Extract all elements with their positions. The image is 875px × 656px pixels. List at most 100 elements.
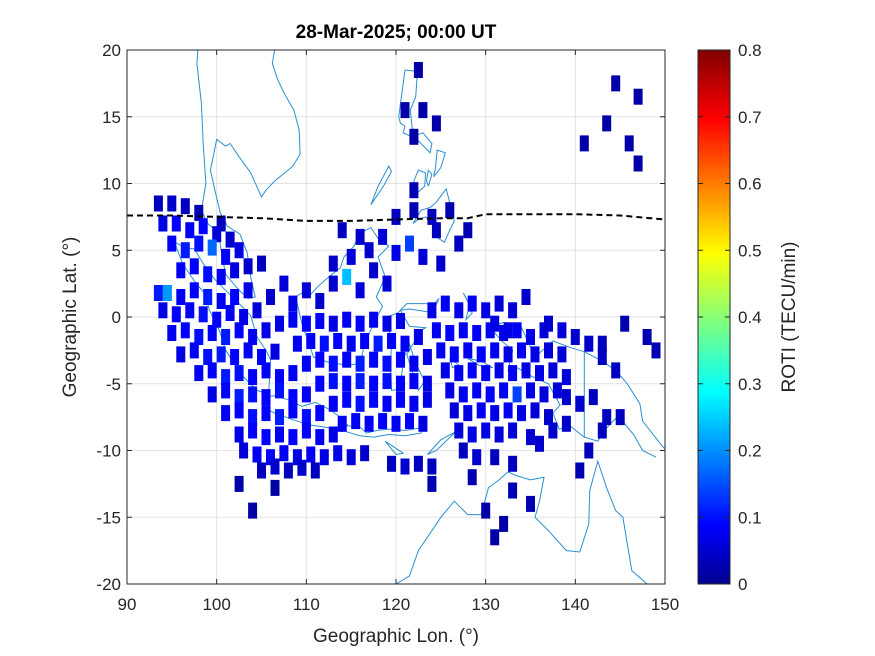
roti-cell xyxy=(499,515,509,532)
roti-cell xyxy=(360,333,370,349)
roti-cell xyxy=(176,346,186,363)
roti-cell xyxy=(508,365,518,382)
roti-cell xyxy=(230,262,240,279)
roti-cell xyxy=(221,382,231,399)
roti-cell xyxy=(490,342,500,359)
roti-cell xyxy=(275,426,284,443)
roti-cell xyxy=(279,445,289,462)
roti-cell xyxy=(337,415,347,432)
roti-cell xyxy=(301,282,311,299)
roti-cell xyxy=(275,382,284,399)
roti-cell xyxy=(391,208,401,225)
roti-cell xyxy=(454,422,464,439)
roti-cell xyxy=(387,333,396,349)
roti-cell xyxy=(225,305,235,321)
roti-cell xyxy=(409,355,419,372)
roti-cell xyxy=(512,386,522,403)
roti-cell xyxy=(315,375,325,392)
roti-cell xyxy=(427,302,437,319)
roti-cell xyxy=(212,226,222,243)
roti-cell xyxy=(261,322,271,339)
roti-cell xyxy=(544,409,553,426)
roti-cell xyxy=(396,351,405,368)
roti-cell xyxy=(548,362,558,379)
roti-cell xyxy=(382,315,392,332)
roti-cell xyxy=(526,329,535,345)
roti-cell xyxy=(535,435,544,452)
roti-cell xyxy=(597,335,607,352)
roti-cell xyxy=(288,295,298,312)
roti-cell xyxy=(328,426,338,443)
roti-cell xyxy=(333,445,343,462)
coastline xyxy=(384,440,405,456)
roti-cell xyxy=(561,415,571,432)
roti-cell xyxy=(252,446,262,463)
roti-cell xyxy=(355,355,365,372)
roti-cell xyxy=(512,322,522,339)
roti-cell xyxy=(445,325,455,341)
roti-cell xyxy=(203,289,213,305)
colorbar-tick-label: 0.5 xyxy=(738,241,762,260)
roti-cell xyxy=(369,391,379,408)
roti-cell xyxy=(261,362,271,379)
roti-cell xyxy=(391,415,401,432)
roti-cell xyxy=(467,295,477,312)
roti-cell xyxy=(203,349,213,365)
roti-cell xyxy=(449,346,459,363)
roti-cell xyxy=(405,235,414,252)
roti-cell xyxy=(544,315,553,332)
roti-cell xyxy=(481,502,491,519)
roti-cell xyxy=(378,413,388,430)
roti-cell xyxy=(315,313,325,329)
colorbar-tick-label: 0.7 xyxy=(738,108,762,127)
roti-cell xyxy=(472,325,482,341)
roti-cell xyxy=(167,325,177,341)
colorbar-tick-label: 0.6 xyxy=(738,175,762,194)
roti-cell xyxy=(422,391,432,408)
roti-cell xyxy=(266,449,275,466)
y-tick-label: -5 xyxy=(106,375,121,394)
roti-cell xyxy=(243,342,253,359)
roti-cell xyxy=(463,405,473,422)
roti-cell xyxy=(530,346,540,363)
roti-cell xyxy=(342,351,352,368)
roti-cell xyxy=(467,469,477,486)
roti-cell xyxy=(503,346,513,363)
y-tick-label: -15 xyxy=(96,508,121,527)
roti-cell xyxy=(279,275,289,292)
roti-cell xyxy=(481,302,491,319)
roti-cell xyxy=(261,405,271,422)
roti-cell xyxy=(257,462,266,479)
roti-cell xyxy=(355,373,365,390)
roti-cell xyxy=(490,405,500,422)
roti-cell xyxy=(481,422,491,439)
roti-cell xyxy=(396,375,405,392)
roti-cell xyxy=(651,342,661,359)
roti-cell xyxy=(239,442,249,459)
x-tick-label: 120 xyxy=(382,595,410,614)
roti-cell xyxy=(517,405,526,422)
roti-cell xyxy=(557,322,567,339)
roti-cell xyxy=(351,413,361,430)
roti-cell xyxy=(611,75,621,92)
roti-cell xyxy=(575,462,585,479)
coastline xyxy=(395,459,648,584)
roti-cell xyxy=(153,195,163,212)
roti-cell xyxy=(319,449,329,466)
roti-cell xyxy=(476,346,486,363)
roti-cell xyxy=(180,242,190,259)
roti-cell xyxy=(270,458,280,475)
roti-cell xyxy=(409,182,419,199)
coastline xyxy=(433,149,446,178)
roti-cell xyxy=(257,349,266,365)
roti-cell xyxy=(422,349,432,365)
roti-cell xyxy=(306,333,316,349)
chart-title: 28-Mar-2025; 00:00 UT xyxy=(296,22,497,43)
y-axis-label: Geographic Lat. (°) xyxy=(60,237,81,398)
roti-cell xyxy=(409,395,419,412)
roti-cell xyxy=(400,102,410,119)
roti-cell xyxy=(400,335,410,352)
roti-cell xyxy=(391,244,401,261)
roti-cell xyxy=(171,306,181,323)
roti-cell xyxy=(427,458,437,475)
